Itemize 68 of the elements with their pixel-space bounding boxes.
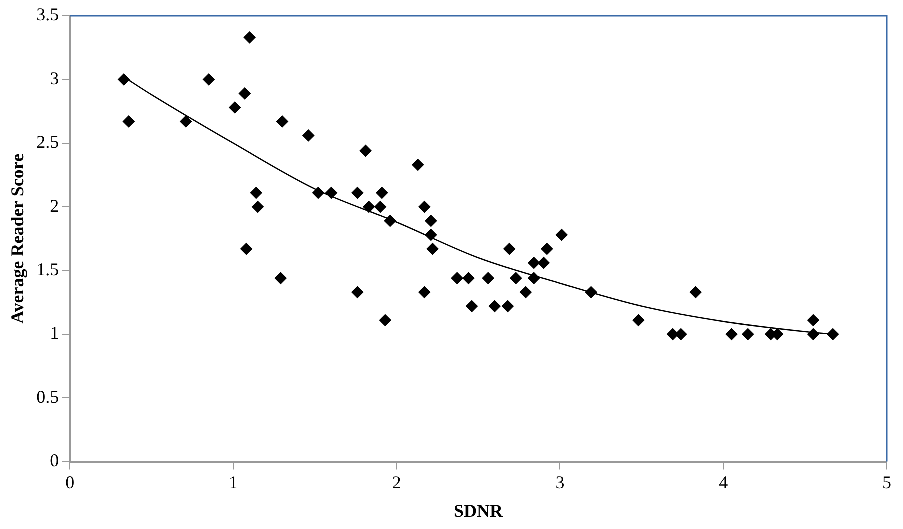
point xyxy=(666,328,679,340)
point xyxy=(238,88,251,100)
y-tick-label: 3 xyxy=(50,68,60,88)
x-tick-label: 5 xyxy=(882,472,892,492)
x-tick-label: 1 xyxy=(228,472,238,492)
point xyxy=(374,201,387,214)
point xyxy=(425,215,438,228)
point xyxy=(312,187,324,200)
point xyxy=(504,243,516,256)
point xyxy=(827,328,840,340)
point xyxy=(807,314,820,326)
y-tick-label: 0.5 xyxy=(36,386,60,407)
y-tick-label: 1 xyxy=(50,323,60,344)
point xyxy=(528,257,540,270)
point xyxy=(632,314,645,326)
point xyxy=(244,32,256,44)
point xyxy=(528,272,540,284)
point xyxy=(742,328,754,340)
point xyxy=(538,257,550,270)
x-tick-label: 3 xyxy=(556,472,565,492)
point xyxy=(807,328,820,340)
y-tick-label: 1.5 xyxy=(36,259,60,280)
point xyxy=(240,243,253,256)
point xyxy=(502,300,514,312)
point xyxy=(252,201,264,214)
y-tick-label: 2 xyxy=(50,196,60,216)
point xyxy=(118,74,130,86)
point xyxy=(384,215,396,228)
point xyxy=(302,130,315,142)
point xyxy=(425,229,438,242)
point xyxy=(326,187,338,200)
point xyxy=(180,116,192,128)
point xyxy=(376,187,388,200)
point xyxy=(690,286,702,298)
point xyxy=(250,187,262,200)
point xyxy=(541,243,554,256)
y-tick-label: 0 xyxy=(50,450,60,471)
point xyxy=(510,272,522,284)
x-tick-label: 4 xyxy=(719,472,728,492)
y-tick-label: 2.5 xyxy=(36,132,60,152)
point xyxy=(276,116,288,128)
point xyxy=(360,145,372,158)
point xyxy=(122,116,135,128)
point xyxy=(520,286,532,298)
point xyxy=(482,272,494,284)
point xyxy=(418,286,431,298)
y-axis-title: Average Reader Score xyxy=(7,154,28,324)
point xyxy=(202,74,215,86)
x-tick-label: 2 xyxy=(392,472,402,492)
point xyxy=(352,187,364,200)
point xyxy=(229,102,242,114)
point xyxy=(462,272,475,284)
point xyxy=(585,286,598,298)
point xyxy=(488,300,501,312)
y-tick-label: 3.5 xyxy=(36,4,60,25)
point xyxy=(418,201,431,214)
point xyxy=(726,328,738,340)
point xyxy=(466,300,478,312)
x-tick-label: 0 xyxy=(66,472,75,492)
x-axis-title: SDNR xyxy=(454,500,504,521)
point xyxy=(274,272,287,284)
point xyxy=(379,314,392,326)
point xyxy=(556,229,568,242)
point xyxy=(451,272,464,284)
point xyxy=(412,159,424,172)
point xyxy=(352,286,364,298)
point xyxy=(426,243,439,256)
point xyxy=(363,201,376,214)
